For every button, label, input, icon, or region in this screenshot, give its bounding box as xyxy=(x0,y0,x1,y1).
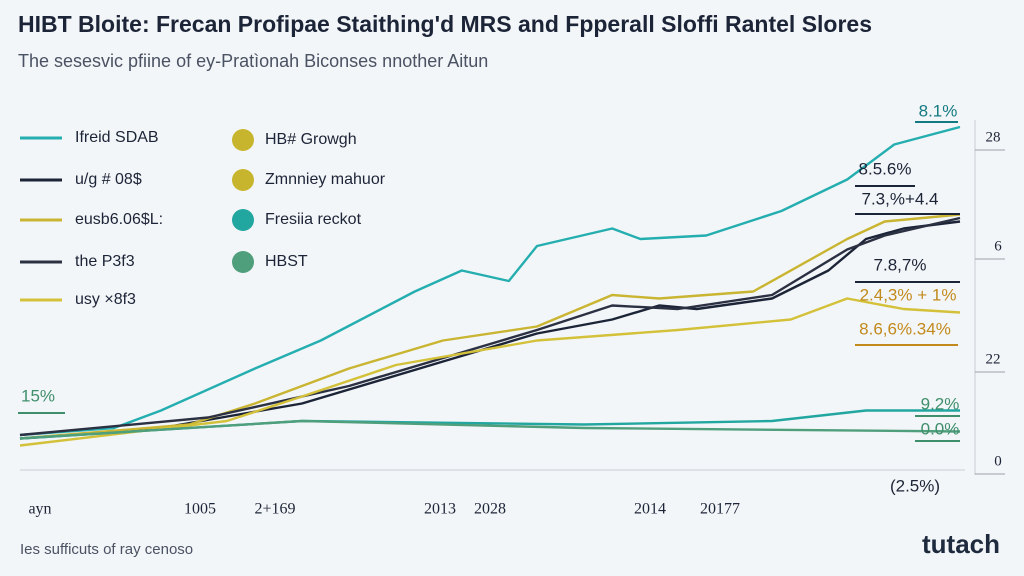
x-label: 2+169 xyxy=(254,501,295,518)
series-line xyxy=(19,220,961,440)
right-label: 28 xyxy=(986,129,1001,145)
annotation: (2.5%) xyxy=(890,476,940,495)
annotation: 2.4,3% + 1% xyxy=(860,285,957,304)
annotation: 15% xyxy=(21,386,55,405)
series-line xyxy=(19,125,961,437)
x-label: 2013 xyxy=(424,501,456,518)
right-label: 0 xyxy=(994,453,1002,469)
annotation: 8.5.6% xyxy=(859,159,912,178)
annotation: 7.8,7% xyxy=(874,255,927,274)
series-line xyxy=(19,216,961,437)
right-label: 6 xyxy=(994,238,1002,254)
series-line xyxy=(19,297,961,447)
series-line xyxy=(19,419,961,440)
x-label: 1005 xyxy=(184,501,216,518)
x-label: 2028 xyxy=(474,501,506,518)
legend-dot xyxy=(232,209,254,231)
legend-dot xyxy=(232,251,254,273)
chart-subtitle: The sesesvic pfiine of ey-Pratìonah Bico… xyxy=(18,51,488,71)
annotation: 0.0% xyxy=(921,419,960,438)
legend-label: eusb6.06$L: xyxy=(75,211,163,228)
right-label: 22 xyxy=(986,351,1001,367)
annotation: 9.2% xyxy=(921,394,960,413)
legend-dot xyxy=(232,169,254,191)
legend-label: the P3f3 xyxy=(75,253,135,270)
legend-label: usy ×8f3 xyxy=(75,291,136,308)
legend-label: Fresiia reckot xyxy=(265,211,362,228)
legend-label: Zmnniey mahuor xyxy=(265,171,386,188)
legend-label: HB# Growgh xyxy=(265,131,357,148)
x-label: 2014 xyxy=(634,501,666,518)
legend-label: Ifreid SDAB xyxy=(75,129,159,146)
x-label: ayn xyxy=(28,501,51,518)
annotation: 8.1% xyxy=(919,101,958,120)
legend-label: u/g # 08$ xyxy=(75,171,142,188)
annotation: 7.3,%+4.4 xyxy=(861,189,938,208)
chart-title: HIBT Bloite: Frecan Profipae Staithing'd… xyxy=(18,11,872,37)
footer: Ies sufficuts of ray cenoso xyxy=(20,541,193,558)
legend-label: HBST xyxy=(265,253,308,270)
annotation: 8.6,6%.34% xyxy=(859,319,951,338)
legend-dot xyxy=(232,129,254,151)
x-label: 20177 xyxy=(700,501,740,518)
series-line xyxy=(19,213,961,440)
logo: tutach xyxy=(922,529,1000,559)
